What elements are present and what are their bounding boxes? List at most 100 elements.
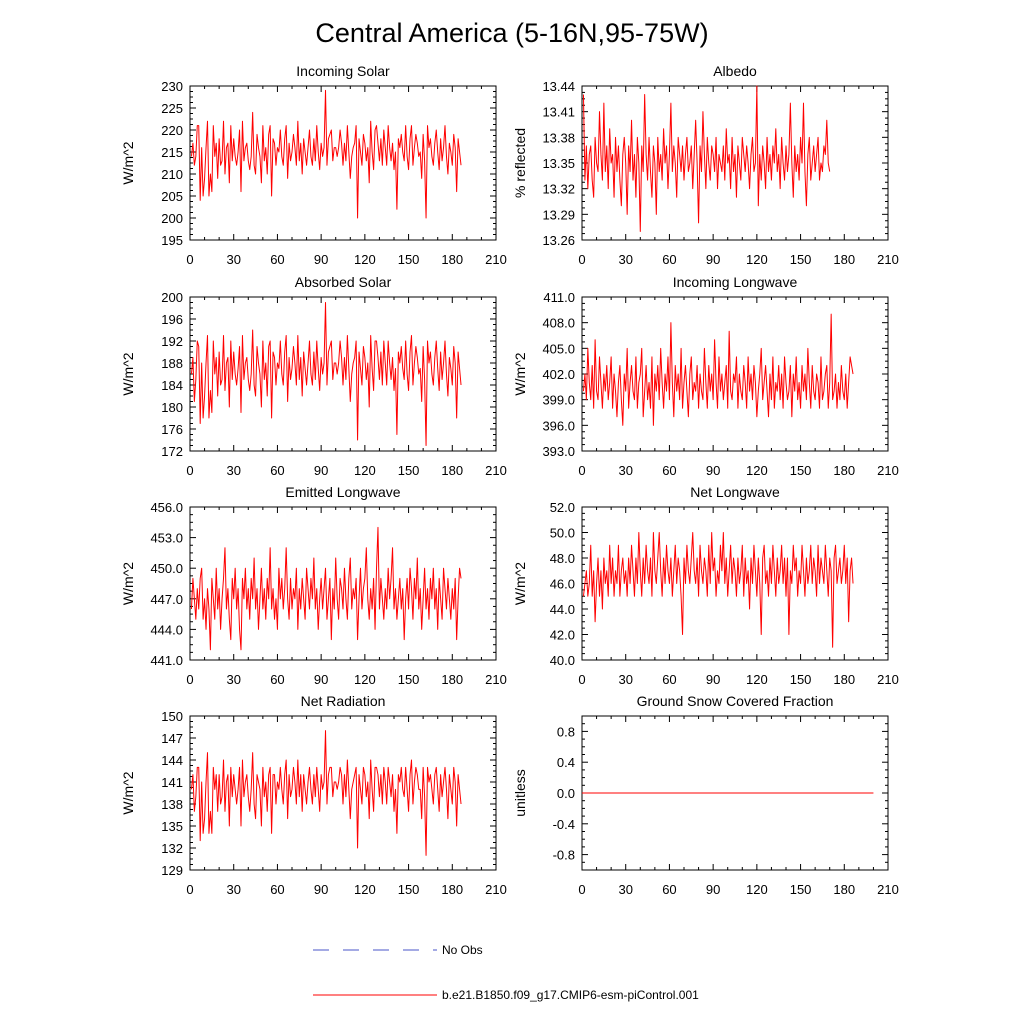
- x-tick-label: 180: [441, 882, 463, 897]
- y-tick-label: 150: [161, 709, 183, 724]
- series-line-emitted-longwave: [190, 526, 462, 651]
- x-tick-label: 180: [833, 252, 855, 267]
- y-axis-label: % reflected: [512, 128, 528, 198]
- y-tick-label: 48.0: [550, 551, 575, 566]
- panels-container: Incoming Solar W/m^2 0 30 60 90 120 150 180 210 19…: [120, 63, 899, 897]
- x-tick-label: 30: [618, 252, 632, 267]
- y-tick-label: 215: [161, 145, 183, 160]
- y-tick-label: -0.8: [553, 848, 575, 863]
- x-tick-label: 60: [270, 252, 284, 267]
- x-tick-label: 60: [270, 672, 284, 687]
- y-tick-label: -0.4: [553, 817, 575, 832]
- x-tick-label: 0: [186, 252, 193, 267]
- x-tick-label: 60: [662, 882, 676, 897]
- panel-absorbed-solar: Absorbed Solar W/m^2 0 30 60 90 120 150 180 210 17…: [120, 274, 507, 478]
- panel-net-radiation: Net Radiation W/m^2 0 30 60 90 120 150 180 210 129…: [120, 693, 507, 897]
- y-tick-label: 200: [161, 211, 183, 226]
- x-tick-label: 30: [226, 463, 240, 478]
- plot-frame: [189, 296, 497, 452]
- x-tick-label: 90: [706, 252, 720, 267]
- y-tick-label: 42.0: [550, 628, 575, 643]
- y-tick-label: 172: [161, 444, 183, 459]
- x-tick-label: 150: [790, 882, 812, 897]
- y-tick-label: 196: [161, 312, 183, 327]
- y-tick-label: 52.0: [550, 500, 575, 515]
- x-tick-label: 90: [314, 252, 328, 267]
- x-tick-label: 150: [790, 672, 812, 687]
- x-tick-label: 30: [618, 672, 632, 687]
- y-axis-label: W/m^2: [512, 562, 528, 605]
- y-tick-label: 40.0: [550, 653, 575, 668]
- x-tick-label: 120: [746, 672, 768, 687]
- legend-obs-label: No Obs: [442, 943, 483, 957]
- y-tick-label: 13.26: [542, 233, 575, 248]
- x-tick-label: 0: [578, 252, 585, 267]
- x-tick-label: 210: [485, 882, 507, 897]
- x-tick-label: 60: [270, 463, 284, 478]
- y-tick-label: 205: [161, 189, 183, 204]
- x-tick-label: 0: [186, 672, 193, 687]
- y-axis-label: W/m^2: [120, 352, 136, 395]
- x-tick-label: 0: [578, 882, 585, 897]
- x-tick-label: 120: [354, 463, 376, 478]
- y-tick-label: 444.0: [150, 622, 183, 637]
- x-tick-label: 150: [398, 882, 420, 897]
- x-tick-label: 60: [662, 252, 676, 267]
- y-tick-label: 195: [161, 233, 183, 248]
- x-tick-label: 30: [226, 882, 240, 897]
- y-tick-label: 13.29: [542, 207, 575, 222]
- x-tick-label: 180: [833, 672, 855, 687]
- y-tick-label: 402.0: [542, 367, 575, 382]
- x-tick-label: 0: [578, 672, 585, 687]
- y-tick-label: 450.0: [150, 561, 183, 576]
- y-tick-label: 13.32: [542, 182, 575, 197]
- x-tick-label: 150: [398, 463, 420, 478]
- panel-net-longwave: Net Longwave W/m^2 0 30 60 90 120 150 180 210 40.0…: [512, 484, 899, 687]
- x-tick-label: 30: [618, 463, 632, 478]
- legend: No Obs b.e21.B1850.f09_g17.CMIP6-esm-piC…: [313, 943, 699, 1002]
- panel-title: Net Longwave: [690, 484, 780, 500]
- x-tick-label: 30: [226, 672, 240, 687]
- x-tick-label: 90: [706, 672, 720, 687]
- panel-title: Albedo: [713, 63, 757, 79]
- panel-title: Absorbed Solar: [295, 274, 392, 290]
- y-tick-label: 141: [161, 775, 183, 790]
- x-tick-label: 210: [485, 463, 507, 478]
- y-tick-label: 147: [161, 731, 183, 746]
- x-tick-label: 120: [354, 672, 376, 687]
- y-tick-label: 225: [161, 101, 183, 116]
- y-tick-label: 411.0: [543, 290, 575, 305]
- panel-incoming-solar: Incoming Solar W/m^2 0 30 60 90 120 150 180 210 19…: [120, 63, 507, 267]
- x-tick-label: 90: [314, 463, 328, 478]
- x-tick-label: 120: [746, 252, 768, 267]
- series-line-net-radiation: [190, 730, 462, 856]
- x-tick-label: 0: [186, 463, 193, 478]
- y-tick-label: 132: [161, 841, 183, 856]
- x-tick-label: 60: [662, 463, 676, 478]
- y-tick-label: 405.0: [542, 341, 575, 356]
- panel-ground-snow-covered-fraction: Ground Snow Covered Fraction unitless 0 30 6…: [512, 693, 899, 897]
- series-line-incoming-longwave: [582, 313, 854, 426]
- panel-title: Incoming Solar: [296, 63, 390, 79]
- panel-title: Net Radiation: [301, 693, 386, 709]
- series-line-absorbed-solar: [190, 302, 462, 446]
- y-tick-label: 441.0: [150, 653, 183, 668]
- y-tick-label: 13.41: [542, 105, 575, 120]
- y-tick-label: 0.8: [557, 724, 575, 739]
- panel-title: Incoming Longwave: [673, 274, 798, 290]
- y-axis-label: W/m^2: [120, 141, 136, 184]
- y-axis-label: unitless: [512, 769, 528, 816]
- y-tick-label: 184: [161, 378, 183, 393]
- x-tick-label: 210: [877, 672, 899, 687]
- x-tick-label: 150: [398, 672, 420, 687]
- y-tick-label: 192: [161, 334, 183, 349]
- x-tick-label: 90: [706, 463, 720, 478]
- x-tick-label: 180: [441, 252, 463, 267]
- y-tick-label: 396.0: [542, 418, 575, 433]
- x-tick-label: 60: [270, 882, 284, 897]
- x-tick-label: 120: [354, 252, 376, 267]
- y-tick-label: 135: [161, 819, 183, 834]
- x-tick-label: 210: [485, 672, 507, 687]
- series-line-incoming-solar: [190, 89, 462, 219]
